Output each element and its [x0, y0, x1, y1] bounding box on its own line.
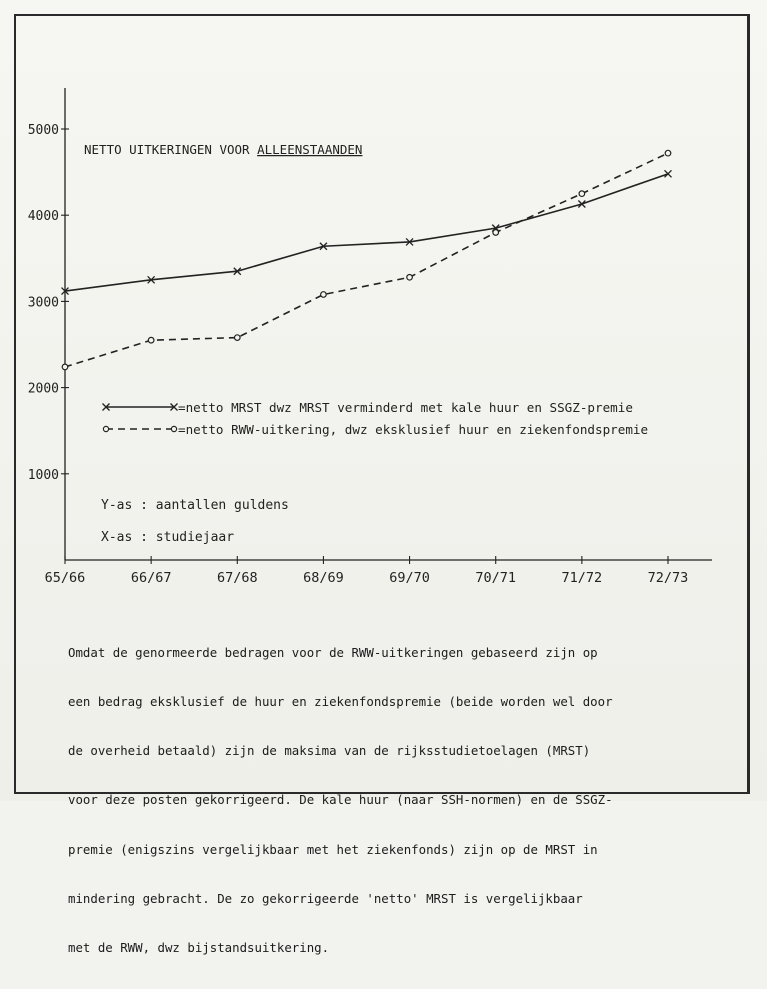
legend-marker-x — [170, 403, 178, 411]
chart-title-underlined-text: ALLEENSTAANDEN — [257, 142, 362, 157]
x-tick-label: 68/69 — [303, 570, 344, 586]
line-chart: 1000 2000 3000 4000 5000 65/66 66/67 67/68 68/69… — [28, 88, 712, 586]
x-tick-label: 71/72 — [562, 570, 603, 586]
caption-line: met de RWW, dwz bijstandsuitkering. — [68, 940, 330, 956]
x-tick-label: 72/73 — [648, 570, 689, 586]
x-tick-label: 67/68 — [217, 570, 258, 586]
legend-marker-o — [170, 425, 178, 433]
data-point-mrst — [61, 287, 69, 296]
marker-x-stroke — [577, 200, 586, 208]
chart-axes: 1000 2000 3000 4000 5000 65/66 66/67 67/68 68/69… — [28, 88, 712, 586]
marker-x-stroke — [233, 267, 242, 276]
chart-title-text: NETTO UITKERINGEN VOOR — [84, 142, 257, 157]
y-tick-label: 3000 — [28, 295, 59, 310]
marker-x-stroke — [664, 169, 672, 178]
legend-label: =netto MRST dwz MRST verminderd met kale… — [178, 400, 633, 415]
chart-annotations: Y-as : aantallen guldens X-as : studiejaa… — [101, 498, 289, 545]
series-line-rww — [64, 152, 669, 368]
chart-series — [61, 149, 672, 371]
x-tick-label: 70/71 — [475, 570, 516, 586]
data-point-rww — [147, 336, 155, 344]
axis-annotation: X-as : studiejaar — [101, 530, 234, 545]
legend-marker-x — [102, 403, 110, 411]
chart-title: NETTO UITKERINGEN VOOR ALLEENSTAANDEN — [84, 142, 362, 157]
y-tick-label: 4000 — [28, 209, 59, 224]
data-point-mrst — [577, 200, 586, 208]
data-point-mrst — [233, 267, 242, 276]
series-line-mrst — [64, 173, 669, 292]
y-tick-label: 1000 — [28, 468, 59, 483]
marker-x-stroke — [147, 275, 156, 284]
marker-x-stroke — [61, 287, 69, 296]
data-point-rww — [406, 273, 413, 281]
y-tick-label: 2000 — [28, 382, 59, 397]
x-tick-label: 65/66 — [45, 570, 86, 586]
data-point-rww — [578, 190, 586, 198]
marker-x-stroke — [319, 242, 328, 251]
data-point-rww — [320, 291, 327, 298]
data-point-rww — [233, 334, 241, 342]
x-tick-label: 66/67 — [131, 570, 172, 586]
page-frame — [14, 14, 750, 794]
data-point-mrst — [147, 275, 156, 284]
chart-title-group: NETTO UITKERINGEN VOOR ALLEENSTAANDEN — [84, 142, 362, 157]
data-point-mrst — [319, 242, 328, 251]
caption-line: Omdat de genormeerde bedragen voor de RW… — [68, 644, 598, 660]
data-point-mrst — [405, 237, 414, 246]
data-point-rww — [664, 149, 672, 157]
data-point-mrst — [664, 169, 672, 178]
chart-legend: =netto MRST dwz MRST verminderd met kale… — [102, 400, 648, 437]
data-point-rww — [492, 229, 500, 236]
data-point-rww — [61, 363, 69, 371]
y-tick-label: 5000 — [28, 123, 59, 138]
marker-x-stroke — [405, 237, 414, 246]
legend-label: =netto RWW-uitkering, dwz eksklusief huu… — [178, 422, 648, 437]
caption-line: de overheid betaald) zijn de maksima van… — [68, 743, 591, 759]
caption-line: mindering gebracht. De zo gekorrigeerde … — [68, 890, 583, 906]
axis-annotation: Y-as : aantallen guldens — [101, 498, 289, 513]
caption-line: premie (enigszins vergelijkbaar met het … — [68, 841, 598, 857]
legend-marker-o — [102, 425, 110, 433]
x-tick-label: 69/70 — [389, 570, 430, 586]
scanned-page: 1000 2000 3000 4000 5000 65/66 66/67 67/68 68/69… — [0, 0, 767, 955]
caption-line: een bedrag eksklusief de huur en ziekenf… — [68, 694, 613, 710]
